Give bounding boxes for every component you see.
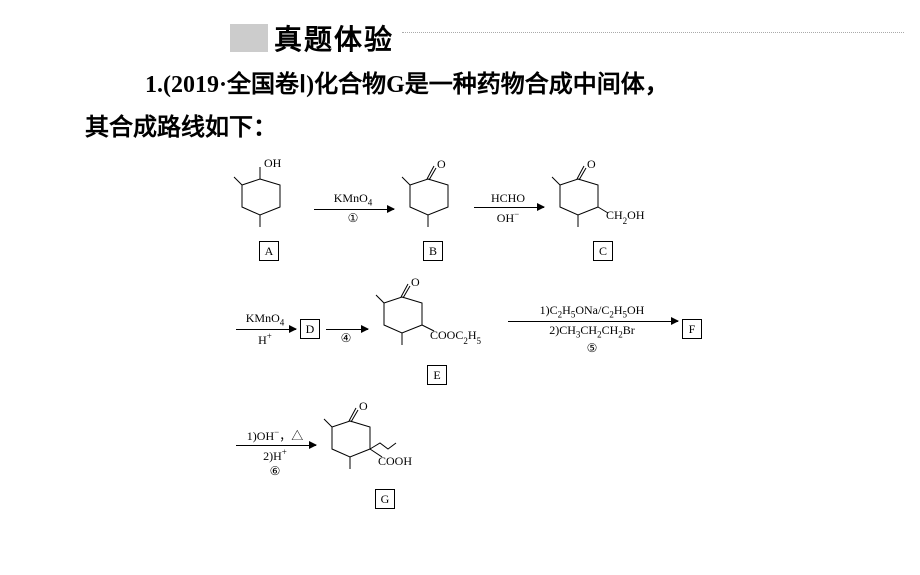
label-D: D <box>300 319 320 339</box>
reaction-scheme: OH A KMnO4 ① O B <box>230 155 890 521</box>
substituent-COOH: COOH <box>378 454 412 468</box>
molecule-B: O B <box>398 155 468 261</box>
arrow-4-top <box>326 313 366 328</box>
arrow-2: HCHO OH− <box>468 191 548 225</box>
arrow-3-reagent: KMnO4 <box>236 311 294 329</box>
arrow-6: 1)OH−，△ 2)H+ ⑥ <box>230 427 320 478</box>
arrow-1: KMnO4 ① <box>308 191 398 226</box>
molecule-A: OH A <box>230 155 308 261</box>
question-line2: 其合成路线如下： <box>85 107 277 150</box>
scheme-row-3: 1)OH−，△ 2)H+ ⑥ O COOH G <box>230 397 890 509</box>
section-header: 真题体验 <box>230 18 394 58</box>
substituent-O: O <box>411 275 420 289</box>
arrow-4-step: ④ <box>326 330 366 345</box>
label-A: A <box>259 241 279 261</box>
substituent-O: O <box>359 399 368 413</box>
label-B: B <box>423 241 443 261</box>
molecule-E: O COOC2H5 E <box>372 273 502 385</box>
label-C: C <box>593 241 613 261</box>
arrow-5: 1)C2H5ONa/C2H5OH 2)CH3CH2CH2Br ⑤ <box>502 303 682 356</box>
substituent-OH: OH <box>264 156 282 170</box>
substituent-O: O <box>587 157 596 171</box>
substituent-CH2OH: CH2OH <box>606 208 645 226</box>
arrow-1-step: ① <box>314 210 392 225</box>
scheme-row-2: KMnO4 H+ D ④ <box>230 273 890 385</box>
arrow-5-r1: 1)C2H5ONa/C2H5OH <box>508 303 676 321</box>
header-decor-bar <box>230 24 268 52</box>
section-title: 真题体验 <box>274 18 394 58</box>
arrow-5-step: ⑤ <box>508 340 676 355</box>
header-dotted-line <box>402 32 904 33</box>
arrow-2-cond: OH− <box>474 208 542 225</box>
substituent-O: O <box>437 157 446 171</box>
arrow-3: KMnO4 H+ <box>230 311 300 348</box>
molecule-C: O CH2OH C <box>548 155 658 261</box>
label-F: F <box>682 319 702 339</box>
arrow-5-r2: 2)CH3CH2CH2Br <box>508 322 676 340</box>
arrow-2-reagent: HCHO <box>474 191 542 206</box>
arrow-6-r1: 1)OH−，△ <box>236 427 314 444</box>
molecule-D: D <box>300 319 320 339</box>
question-line1: 1.(2019·全国卷Ⅰ)化合物G是一种药物合成中间体， <box>145 72 669 98</box>
label-E: E <box>427 365 447 385</box>
arrow-6-step: ⑥ <box>236 463 314 478</box>
molecule-G: O COOH G <box>320 397 450 509</box>
arrow-6-r2: 2)H+ <box>236 446 314 463</box>
arrow-1-reagent: KMnO4 <box>314 191 392 209</box>
substituent-COOC2H5: COOC2H5 <box>430 328 482 346</box>
label-G: G <box>375 489 395 509</box>
molecule-F: F <box>682 319 702 339</box>
question-text: 1.(2019·全国卷Ⅰ)化合物G是一种药物合成中间体， 其合成路线如下： <box>145 64 880 150</box>
scheme-row-1: OH A KMnO4 ① O B <box>230 155 890 261</box>
arrow-4: ④ <box>320 313 372 345</box>
arrow-3-cond: H+ <box>236 330 294 347</box>
